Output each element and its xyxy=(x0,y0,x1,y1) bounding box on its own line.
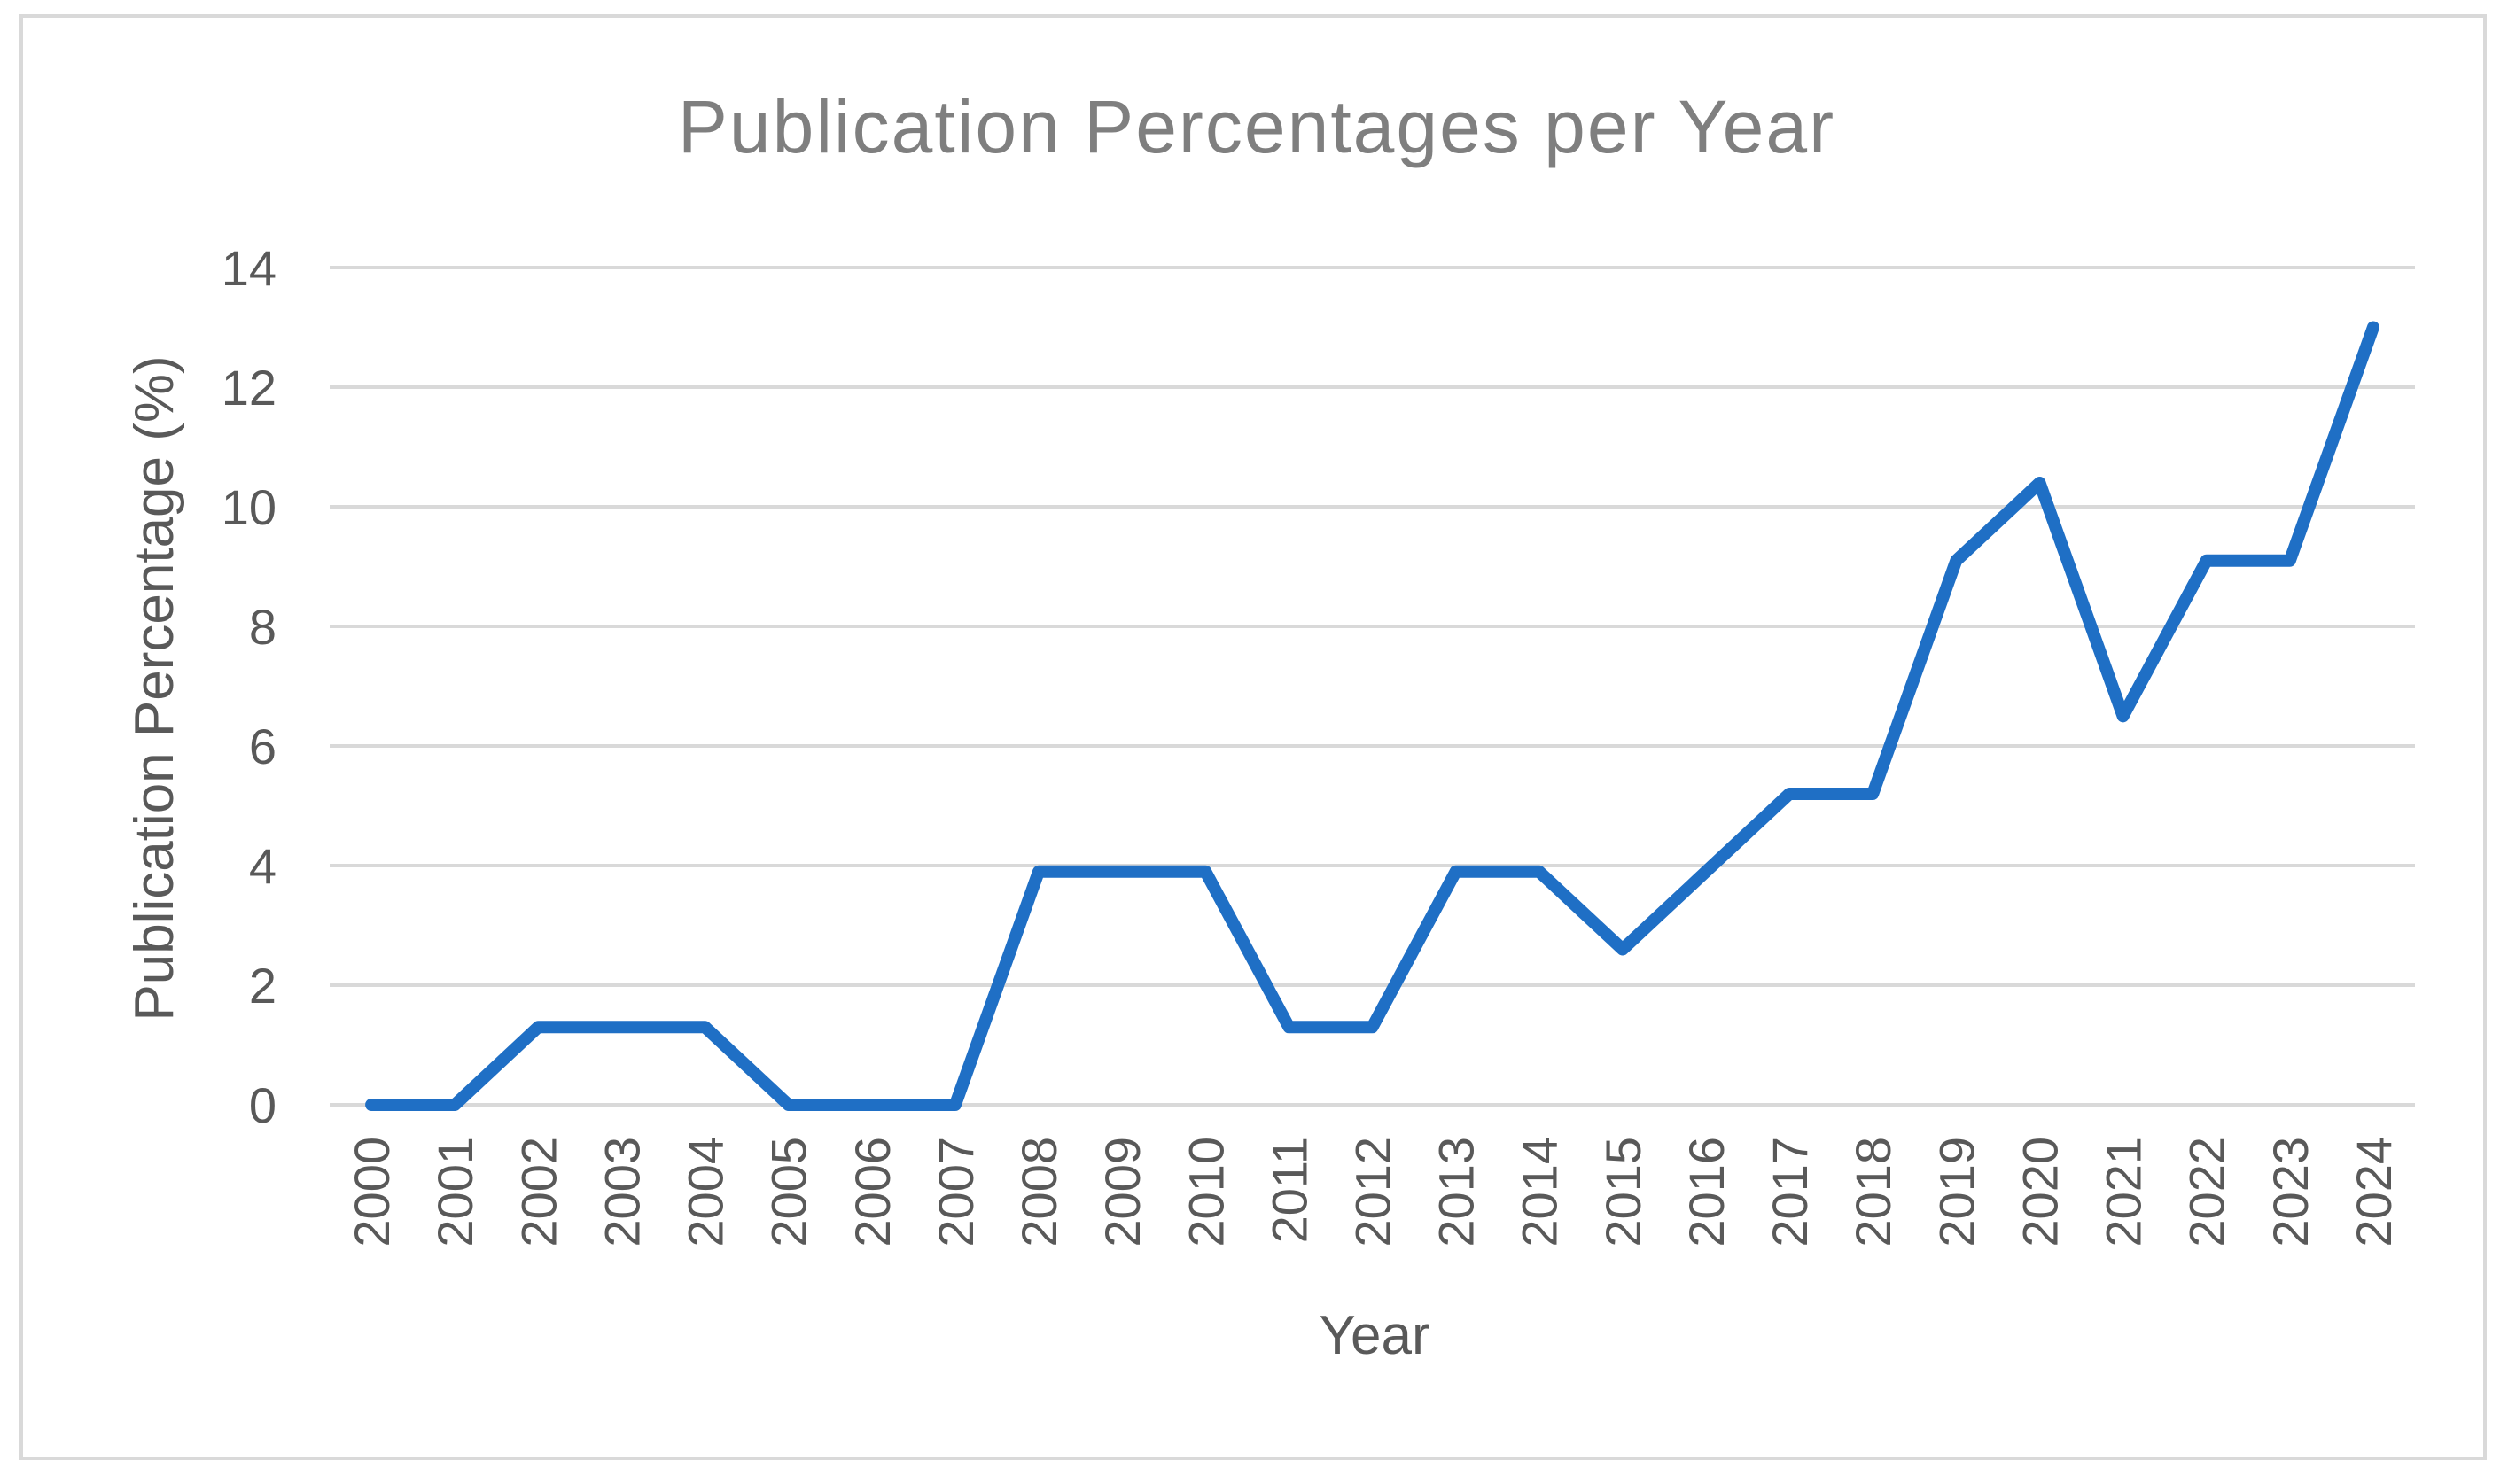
x-tick-label: 2008 xyxy=(1011,1137,1067,1247)
x-tick-label: 2002 xyxy=(510,1137,566,1247)
y-tick-label: 14 xyxy=(222,240,277,296)
chart-frame xyxy=(19,14,2487,1460)
x-tick-label: 2023 xyxy=(2263,1137,2318,1247)
x-tick-label: 2004 xyxy=(678,1137,734,1247)
x-tick-label: 2005 xyxy=(761,1137,817,1247)
x-tick-label: 2017 xyxy=(1762,1137,1818,1247)
x-tick-label: 2019 xyxy=(1928,1137,1984,1247)
x-tick-label: 2006 xyxy=(845,1137,900,1247)
x-tick-label: 2007 xyxy=(928,1137,984,1247)
y-axis-ticks: 0 2 4 6 8 10 12 14 xyxy=(222,240,277,1133)
y-tick-label: 8 xyxy=(249,599,277,655)
x-tick-label: 2024 xyxy=(2346,1137,2402,1247)
y-tick-label: 6 xyxy=(249,719,277,774)
y-tick-label: 0 xyxy=(249,1077,277,1133)
x-tick-label: 2018 xyxy=(1845,1137,1901,1247)
x-tick-label: 2021 xyxy=(2096,1137,2152,1247)
x-tick-label: 2015 xyxy=(1595,1137,1651,1247)
x-tick-label: 2001 xyxy=(427,1137,483,1247)
gridlines xyxy=(330,266,2415,1107)
x-tick-label: 2011 xyxy=(1261,1137,1317,1243)
y-tick-label: 10 xyxy=(222,479,277,535)
series-layer xyxy=(365,321,2379,1111)
x-tick-label: 2009 xyxy=(1094,1137,1150,1247)
chart-title: Publication Percentages per Year xyxy=(678,85,1835,168)
x-tick-label: 2016 xyxy=(1678,1137,1734,1247)
x-axis-title: Year xyxy=(1319,1305,1429,1366)
x-tick-label: 2010 xyxy=(1178,1137,1234,1247)
x-tick-label: 2022 xyxy=(2179,1137,2235,1247)
x-tick-label: 2012 xyxy=(1345,1137,1401,1247)
x-tick-label: 2003 xyxy=(594,1137,650,1247)
y-tick-label: 12 xyxy=(222,360,277,416)
x-tick-label: 2020 xyxy=(2012,1137,2068,1247)
x-tick-label: 2000 xyxy=(344,1137,400,1247)
y-axis-title: Publication Percentage (%) xyxy=(124,355,185,1021)
x-axis-ticks: 2000 2001 2002 2003 2004 2005 2006 2007 2008 2009… xyxy=(344,1137,2402,1247)
x-tick-label: 2014 xyxy=(1512,1137,1568,1247)
y-tick-label: 2 xyxy=(249,958,277,1014)
y-tick-label: 4 xyxy=(249,838,277,894)
x-tick-label: 2013 xyxy=(1429,1137,1484,1247)
series-line xyxy=(365,321,2379,1111)
